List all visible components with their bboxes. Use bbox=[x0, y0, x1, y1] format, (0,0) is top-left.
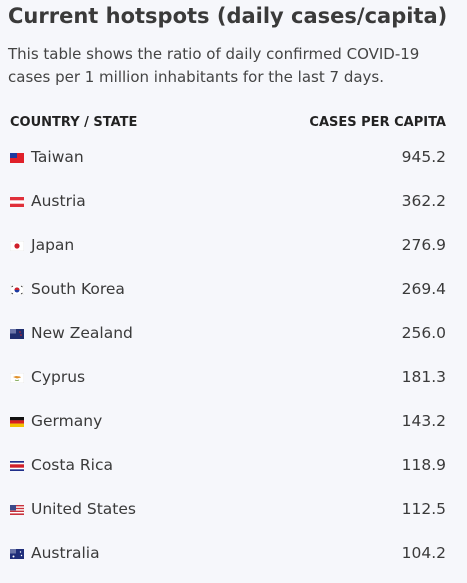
flag bbox=[10, 285, 24, 295]
table-row: Costa Rica 118.9 bbox=[10, 454, 446, 478]
table-row: Germany 143.2 bbox=[10, 410, 446, 434]
country: Germany bbox=[31, 412, 103, 430]
table-row: New Zealand 256.0 bbox=[10, 322, 446, 346]
country: Japan bbox=[31, 236, 75, 254]
table-row: Japan 276.9 bbox=[10, 234, 446, 258]
flag bbox=[10, 329, 24, 339]
value: 181.3 bbox=[401, 368, 446, 386]
country: Austria bbox=[31, 192, 86, 210]
flag bbox=[10, 417, 24, 427]
table-row: Taiwan 945.2 bbox=[10, 146, 446, 170]
table-row: Austria 362.2 bbox=[10, 190, 446, 214]
value: 104.2 bbox=[401, 544, 446, 562]
value: 118.9 bbox=[401, 456, 446, 474]
table-row: Australia 104.2 bbox=[10, 542, 446, 566]
country: United States bbox=[31, 500, 136, 518]
value: 945.2 bbox=[401, 148, 446, 166]
flag bbox=[10, 549, 24, 559]
value: 276.9 bbox=[401, 236, 446, 254]
value: 112.5 bbox=[401, 500, 446, 518]
value: 362.2 bbox=[401, 192, 446, 210]
flag bbox=[10, 197, 24, 207]
country: New Zealand bbox=[31, 324, 133, 342]
flag bbox=[10, 461, 24, 471]
flag bbox=[10, 241, 24, 251]
column-header: CASES PER CAPITA bbox=[309, 115, 446, 130]
title: Current hotspots (daily cases/capita) bbox=[8, 4, 448, 28]
country: South Korea bbox=[31, 280, 125, 298]
table-row: South Korea 269.4 bbox=[10, 278, 446, 302]
value: 269.4 bbox=[401, 280, 446, 298]
country: Cyprus bbox=[31, 368, 86, 386]
column-header: COUNTRY / STATE bbox=[10, 115, 138, 130]
country: Costa Rica bbox=[31, 456, 113, 474]
flag bbox=[10, 373, 24, 383]
table-row: United States 112.5 bbox=[10, 498, 446, 522]
flag bbox=[10, 153, 24, 163]
description: This table shows the ratio of daily conf… bbox=[8, 45, 420, 86]
table-row: Cyprus 181.3 bbox=[10, 366, 446, 390]
country: Australia bbox=[31, 544, 100, 562]
value: 143.2 bbox=[401, 412, 446, 430]
flag bbox=[10, 505, 24, 515]
value: 256.0 bbox=[401, 324, 446, 342]
country: Taiwan bbox=[31, 148, 84, 166]
